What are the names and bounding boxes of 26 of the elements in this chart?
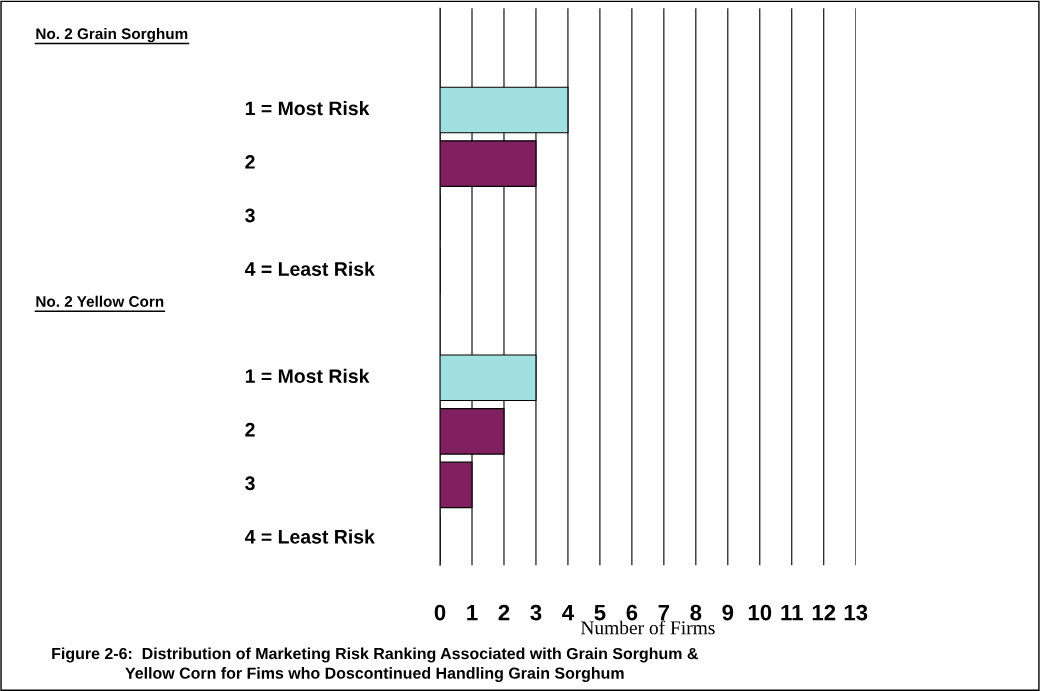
x-tick-label: 8 [690, 604, 702, 621]
y-tick-label: 3 [245, 208, 255, 223]
x-tick-label: 12 [812, 604, 836, 621]
x-tick-label: 1 [467, 604, 478, 621]
x-tick-label: 5 [594, 604, 606, 621]
x-tick-label: 6 [626, 604, 638, 621]
x-tick-label: 7 [658, 604, 670, 621]
x-tick-label: 9 [722, 604, 734, 621]
x-tick-label: 4 [562, 604, 574, 621]
y-tick-label: 1 = Most Risk [245, 368, 370, 384]
text: No. 2 Grain Sorghum [36, 27, 188, 43]
x-tick-label: 11 [781, 604, 803, 621]
x-tick-label: 3 [530, 604, 542, 621]
x-tick-label: 10 [748, 604, 772, 621]
text: No. 2 Yellow Corn [36, 295, 164, 307]
y-tick-label: 2 [245, 422, 255, 437]
x-tick-label: 2 [498, 604, 510, 621]
x-tick-label: 13 [844, 604, 868, 621]
x-axis-title: Number of Firms [580, 620, 715, 635]
y-tick-label: 3 [245, 476, 255, 491]
y-tick-label: 2 [245, 155, 255, 169]
y-tick-label: 1 = Most Risk [245, 100, 370, 116]
text: Figure 2-6: Distribution of Marketing Risk Ranking Associated with Grain Sorghum & Yellow Corn for Fims who Doscontinued Handling Grain Sorghum [52, 647, 698, 683]
x-tick-label: 0 [434, 604, 446, 621]
y-tick-label: 4 = Least Risk [244, 261, 375, 276]
y-tick-label: 4 = Least Risk [244, 529, 375, 544]
